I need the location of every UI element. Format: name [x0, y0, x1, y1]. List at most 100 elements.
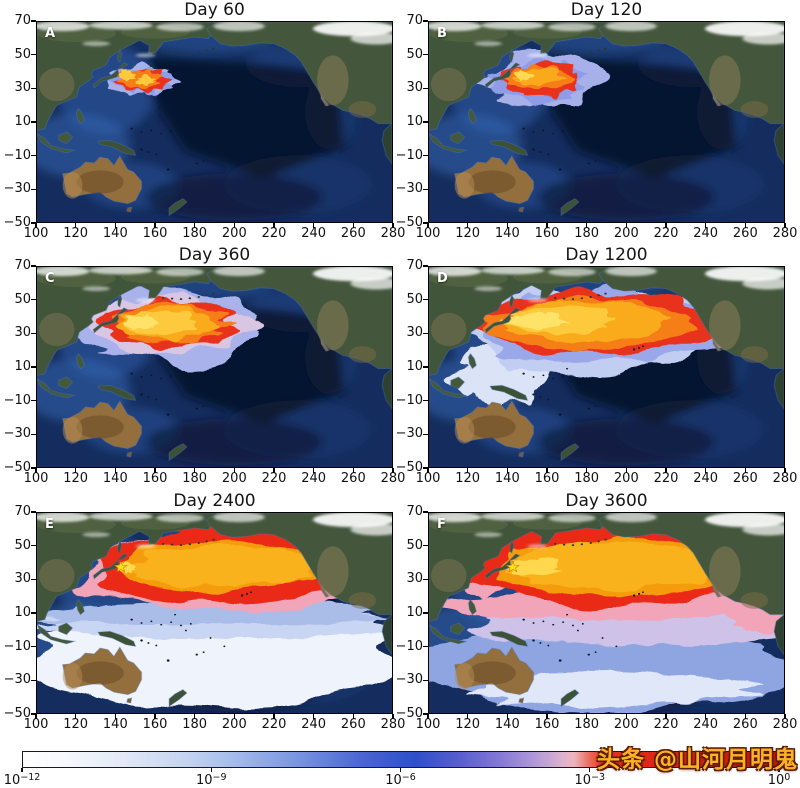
panel-title: Day 3600: [565, 491, 648, 511]
x-tick-label: 240: [301, 226, 327, 241]
y-tick-mark: [31, 54, 36, 56]
y-tick-label: −50: [3, 215, 31, 230]
colorbar-tick-exponent: −9: [212, 772, 227, 783]
y-tick-label: −10: [395, 392, 423, 408]
x-tick-label: 240: [693, 226, 719, 241]
y-tick-mark: [423, 87, 428, 89]
map-svg: [429, 22, 784, 222]
panel-letter: D: [437, 271, 448, 286]
x-tick-mark: [546, 223, 548, 228]
x-tick-label: 180: [182, 471, 208, 486]
x-tick-label: 120: [63, 226, 89, 241]
y-tick-mark: [31, 679, 36, 681]
x-tick-mark: [35, 223, 37, 228]
x-tick-mark: [784, 223, 786, 228]
y-tick-label: −30: [395, 672, 423, 688]
y-tick-label: −10: [3, 638, 31, 654]
y-tick-mark: [423, 578, 428, 580]
x-tick-label: 220: [653, 226, 679, 241]
x-tick-label: 220: [261, 226, 287, 241]
panel-letter: A: [45, 26, 56, 41]
x-tick-mark: [467, 468, 469, 473]
y-tick-label: 70: [14, 258, 31, 273]
y-tick-mark: [423, 400, 428, 402]
y-tick-label: 50: [14, 291, 31, 307]
y-tick-label: −50: [3, 460, 31, 475]
x-tick-label: 140: [102, 226, 128, 241]
y-tick-label: 30: [406, 325, 423, 341]
x-tick-mark: [625, 468, 627, 473]
y-tick-label: 30: [406, 571, 423, 587]
colorbar-tick-exponent: 0: [784, 772, 791, 783]
y-tick-mark: [31, 299, 36, 301]
x-tick-label: 100: [415, 471, 441, 486]
y-tick-mark: [31, 121, 36, 123]
panel-letter: C: [45, 271, 55, 286]
x-tick-label: 140: [494, 471, 520, 486]
x-tick-label: 220: [653, 471, 679, 486]
x-tick-mark: [467, 223, 469, 228]
plume-layers: [74, 285, 263, 372]
x-tick-mark: [784, 468, 786, 473]
x-tick-mark: [625, 714, 627, 719]
x-tick-mark: [705, 468, 707, 473]
colorbar-tick-base: 10: [767, 773, 785, 788]
plume-layer: [466, 670, 764, 710]
x-tick-label: 160: [142, 226, 168, 241]
x-tick-label: 280: [380, 717, 406, 732]
x-tick-mark: [114, 223, 116, 228]
x-tick-label: 280: [772, 717, 798, 732]
plume-layer: [122, 314, 159, 329]
map-plot: [36, 266, 393, 468]
x-tick-label: 120: [455, 471, 481, 486]
y-tick-label: −50: [395, 460, 423, 475]
colorbar-tick-label: 10−3: [558, 770, 622, 788]
x-tick-mark: [744, 714, 746, 719]
panel-title: Day 120: [570, 0, 643, 20]
y-tick-label: 70: [406, 258, 423, 273]
colorbar-tick-base: 10: [385, 773, 402, 788]
map-plot: [36, 21, 393, 223]
y-tick-mark: [31, 646, 36, 648]
x-tick-label: 100: [415, 717, 441, 732]
x-tick-mark: [392, 223, 394, 228]
x-tick-mark: [313, 714, 315, 719]
x-tick-label: 200: [221, 717, 247, 732]
y-tick-mark: [31, 433, 36, 435]
x-tick-mark: [427, 468, 429, 473]
y-tick-label: −50: [395, 706, 423, 721]
map-svg: [37, 513, 392, 713]
plume-layer: [116, 544, 331, 587]
colorbar-tick-mark: [778, 768, 780, 772]
x-tick-mark: [427, 223, 429, 228]
y-tick-mark: [31, 87, 36, 89]
x-tick-label: 200: [221, 226, 247, 241]
y-tick-label: −50: [395, 215, 423, 230]
panel-letter: F: [437, 517, 446, 532]
x-tick-mark: [233, 468, 235, 473]
y-tick-mark: [31, 400, 36, 402]
x-tick-mark: [705, 714, 707, 719]
y-tick-label: 30: [406, 80, 423, 96]
panel-title: Day 1200: [565, 245, 648, 265]
y-tick-mark: [423, 299, 428, 301]
x-tick-label: 280: [772, 471, 798, 486]
y-tick-mark: [423, 54, 428, 56]
y-tick-label: 50: [14, 46, 31, 62]
x-tick-label: 200: [613, 717, 639, 732]
x-tick-label: 260: [732, 717, 758, 732]
x-tick-label: 120: [63, 717, 89, 732]
colorbar-tick-base: 10: [574, 773, 592, 788]
x-tick-mark: [586, 714, 588, 719]
x-tick-mark: [352, 223, 354, 228]
x-tick-label: 240: [693, 717, 719, 732]
x-tick-mark: [273, 714, 275, 719]
watermark-text: 头条 @山河月明鬼: [596, 747, 798, 773]
y-tick-mark: [423, 612, 428, 614]
y-tick-mark: [423, 332, 428, 334]
x-tick-label: 200: [613, 471, 639, 486]
y-tick-label: 10: [406, 359, 423, 374]
y-tick-mark: [31, 265, 36, 267]
y-tick-mark: [31, 578, 36, 580]
